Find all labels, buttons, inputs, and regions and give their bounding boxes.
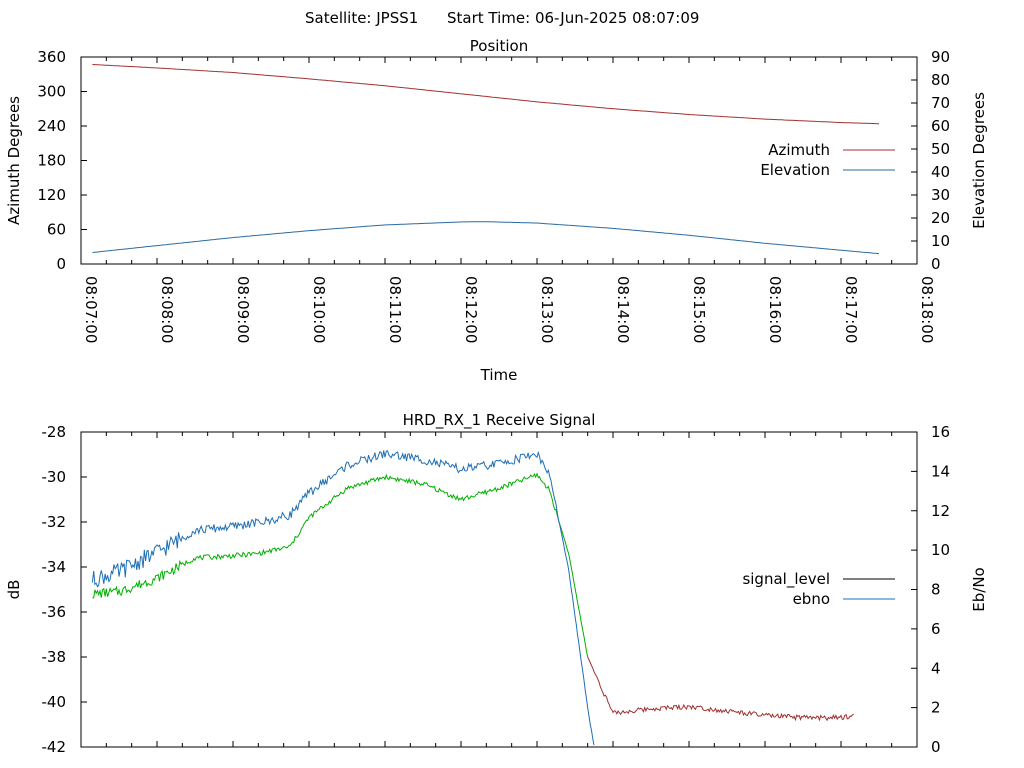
y2-tick-label: 10 bbox=[931, 232, 950, 250]
x-tick-label: 08:14:00 bbox=[614, 276, 632, 343]
y2-axis-label: Eb/No bbox=[970, 567, 988, 611]
y2-tick-label: 20 bbox=[931, 209, 950, 227]
x-tick-label: 08:17:00 bbox=[842, 276, 860, 343]
legend-label: Elevation bbox=[760, 161, 830, 179]
x-tick-label: 08:16:00 bbox=[766, 276, 784, 343]
y-tick-label: 360 bbox=[37, 48, 66, 66]
y-tick-label: -28 bbox=[42, 423, 67, 441]
series-line-signal-level-mid bbox=[92, 472, 589, 658]
y-tick-label: -42 bbox=[42, 738, 67, 756]
start-time-label: Start Time: 06-Jun-2025 08:07:09 bbox=[447, 9, 699, 27]
x-axis-label: Time bbox=[480, 366, 518, 384]
x-tick-label: 08:09:00 bbox=[234, 276, 252, 343]
legend-label: Azimuth bbox=[768, 141, 830, 159]
y-tick-label: -34 bbox=[42, 558, 67, 576]
legend-label: signal_level bbox=[742, 570, 830, 589]
y2-tick-label: 70 bbox=[931, 94, 950, 112]
y2-tick-label: 10 bbox=[931, 541, 950, 559]
x-tick-label: 08:08:00 bbox=[158, 276, 176, 343]
x-tick-label: 08:15:00 bbox=[690, 276, 708, 343]
series-line-Azimuth bbox=[92, 64, 879, 125]
y-tick-label: 240 bbox=[37, 117, 66, 135]
x-tick-label: 08:10:00 bbox=[310, 276, 328, 343]
x-tick-label: 08:13:00 bbox=[538, 276, 556, 343]
y-axis-label: Azimuth Degrees bbox=[5, 96, 23, 225]
x-tick-label: 08:11:00 bbox=[386, 276, 404, 343]
series-line-Elevation bbox=[92, 221, 880, 255]
y-tick-label: -40 bbox=[42, 693, 67, 711]
series-line-ebno bbox=[91, 450, 595, 746]
y-tick-label: -38 bbox=[42, 648, 67, 666]
satellite-label: Satellite: JPSS1 bbox=[305, 9, 418, 27]
y2-tick-label: 40 bbox=[931, 163, 950, 181]
y2-tick-label: 0 bbox=[931, 738, 941, 756]
y2-axis-label: Elevation Degrees bbox=[970, 92, 988, 229]
y2-tick-label: 0 bbox=[931, 255, 941, 273]
y-tick-label: 0 bbox=[56, 255, 66, 273]
y-tick-label: 180 bbox=[37, 152, 66, 170]
y-axis-label: dB bbox=[5, 580, 23, 600]
y-tick-label: 300 bbox=[37, 83, 66, 101]
y-tick-label: -36 bbox=[42, 603, 67, 621]
y2-tick-label: 12 bbox=[931, 502, 950, 520]
y2-tick-label: 6 bbox=[931, 620, 941, 638]
series-line-signal-level bbox=[587, 656, 854, 722]
legend-label: ebno bbox=[793, 590, 830, 608]
y2-tick-label: 16 bbox=[931, 423, 950, 441]
y-tick-label: 60 bbox=[47, 221, 66, 239]
x-tick-label: 08:12:00 bbox=[462, 276, 480, 343]
plot-title: HRD_RX_1 Receive Signal bbox=[403, 411, 596, 430]
y-tick-label: 120 bbox=[37, 186, 66, 204]
plot-title: Position bbox=[470, 37, 528, 55]
y-tick-label: -32 bbox=[42, 513, 67, 531]
x-tick-label: 08:07:00 bbox=[82, 276, 100, 343]
x-tick-label: 08:18:00 bbox=[918, 276, 936, 343]
y2-tick-label: 14 bbox=[931, 462, 950, 480]
y2-tick-label: 2 bbox=[931, 699, 941, 717]
y2-tick-label: 90 bbox=[931, 48, 950, 66]
y2-tick-label: 8 bbox=[931, 581, 941, 599]
y2-tick-label: 50 bbox=[931, 140, 950, 158]
y2-tick-label: 60 bbox=[931, 117, 950, 135]
y2-tick-label: 80 bbox=[931, 71, 950, 89]
y2-tick-label: 4 bbox=[931, 659, 941, 677]
y2-tick-label: 30 bbox=[931, 186, 950, 204]
y-tick-label: -30 bbox=[42, 468, 67, 486]
